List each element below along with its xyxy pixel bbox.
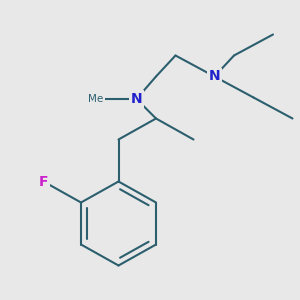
Text: F: F	[39, 175, 48, 188]
Text: N: N	[131, 92, 142, 106]
Text: N: N	[209, 70, 220, 83]
Text: Me: Me	[88, 94, 104, 104]
